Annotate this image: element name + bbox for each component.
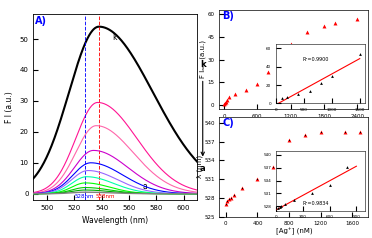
Text: B): B) (222, 10, 234, 20)
Point (254, 177, 260, 181)
X-axis label: [Ag⁺] (nM): [Ag⁺] (nM) (276, 121, 312, 128)
Point (224, 199, 230, 203)
Point (270, 165, 276, 169)
Point (321, 24, 327, 28)
Text: C): C) (222, 118, 234, 128)
Point (341, 130, 347, 134)
Point (357, 130, 363, 134)
Point (221, 102, 227, 106)
Point (254, 177, 260, 181)
Point (231, 193, 237, 197)
Point (265, 70, 271, 74)
Point (239, 187, 245, 190)
Point (224, 199, 230, 203)
Y-axis label: F Iₐₑₓ (a.u.): F Iₐₑₓ (a.u.) (200, 40, 206, 79)
X-axis label: [Ag⁺] (nM): [Ag⁺] (nM) (276, 228, 312, 235)
Point (223, 100, 229, 104)
Point (286, 139, 292, 142)
Text: 528nm: 528nm (74, 194, 94, 199)
Text: k: k (113, 33, 117, 42)
Point (302, 134, 308, 137)
Point (304, 30, 310, 34)
Point (224, 98, 230, 102)
Text: 538nm: 538nm (96, 194, 116, 199)
Y-axis label: F I (a.u.): F I (a.u.) (5, 91, 14, 123)
Point (227, 95, 232, 99)
Text: a: a (142, 182, 147, 191)
Text: A): A) (35, 16, 47, 26)
Point (226, 197, 232, 201)
Point (239, 187, 245, 190)
Text: a: a (200, 164, 206, 173)
Point (302, 134, 308, 137)
Y-axis label: λ (nm): λ (nm) (196, 155, 203, 178)
Point (357, 130, 363, 134)
X-axis label: Wavelength (nm): Wavelength (nm) (82, 216, 148, 225)
Text: k: k (200, 60, 206, 69)
Point (318, 130, 324, 134)
Point (286, 139, 292, 142)
Point (354, 17, 360, 20)
Point (276, 58, 282, 62)
Point (231, 193, 237, 197)
Point (223, 202, 229, 206)
Point (288, 42, 294, 46)
Point (332, 21, 338, 25)
Point (223, 202, 229, 206)
Point (228, 196, 234, 200)
Point (226, 197, 232, 201)
Point (222, 101, 228, 105)
Point (318, 130, 324, 134)
Point (243, 88, 249, 92)
Point (341, 130, 347, 134)
Point (254, 82, 260, 86)
Point (228, 196, 234, 200)
Point (232, 92, 238, 95)
Point (270, 165, 276, 169)
